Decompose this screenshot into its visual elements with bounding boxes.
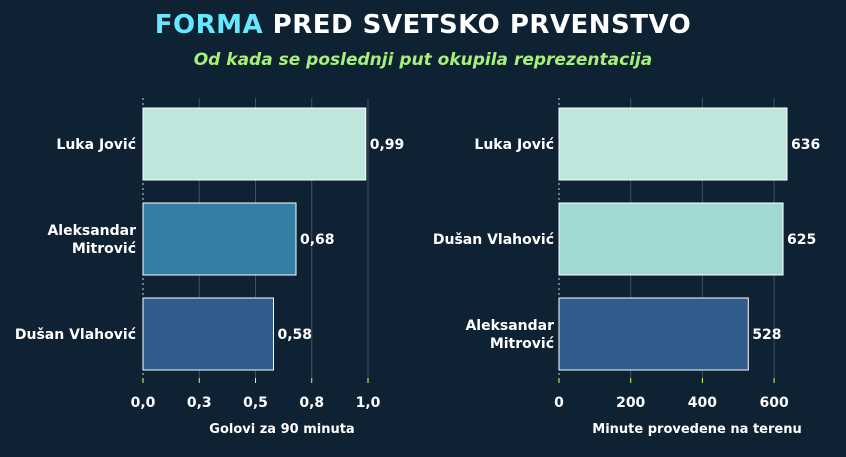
chart-subtitle: Od kada se poslednji put okupila repreze… <box>193 50 653 70</box>
category-label: Aleksandar Mitrović <box>47 223 136 257</box>
category-label-line: Mitrović <box>72 241 136 257</box>
x-tick-label: 1,0 <box>356 395 381 411</box>
category-label-line: Mitrović <box>490 336 554 352</box>
x-tick-label: 0,5 <box>243 395 268 411</box>
bar <box>558 297 749 371</box>
x-tick-label: 200 <box>616 395 645 411</box>
x-tick-label: 400 <box>688 395 717 411</box>
category-label-line: Dušan Vlahović <box>433 232 554 248</box>
bar <box>142 202 297 276</box>
category-label-line: Aleksandar <box>47 223 136 239</box>
x-tick-label: 0,8 <box>299 395 324 411</box>
x-axis-label: Minute provedene na terenu <box>592 422 801 437</box>
title-rest: PRED SVETSKO PRVENSTVO <box>263 10 692 40</box>
category-label: Aleksandar Mitrović <box>465 318 554 352</box>
bar <box>558 107 788 181</box>
bar-value-label: 636 <box>791 137 820 153</box>
category-label: Dušan Vlahović <box>433 232 554 248</box>
x-tick-label: 600 <box>759 395 788 411</box>
category-label-line: Aleksandar <box>465 318 554 334</box>
bar-value-label: 0,99 <box>370 137 405 153</box>
bar <box>142 297 274 371</box>
x-tick-label: 0,3 <box>187 395 212 411</box>
bar <box>142 107 367 181</box>
chart-title: FORMA PRED SVETSKO PRVENSTVO <box>0 10 846 40</box>
title-highlight: FORMA <box>154 10 264 40</box>
bar <box>558 202 784 276</box>
category-label-line: Luka Jović <box>56 137 136 153</box>
bar-value-label: 528 <box>752 327 781 343</box>
category-label: Luka Jović <box>56 137 136 153</box>
x-tick-label: 0,0 <box>131 395 156 411</box>
category-label: Luka Jović <box>474 137 554 153</box>
bar-value-label: 625 <box>787 232 816 248</box>
bar-value-label: 0,58 <box>278 327 313 343</box>
x-tick-label: 0 <box>554 395 564 411</box>
category-label: Dušan Vlahović <box>15 327 136 343</box>
bar-value-label: 0,68 <box>300 232 335 248</box>
x-axis-label: Golovi za 90 minuta <box>209 422 354 437</box>
category-label-line: Luka Jović <box>474 137 554 153</box>
category-label-line: Dušan Vlahović <box>15 327 136 343</box>
